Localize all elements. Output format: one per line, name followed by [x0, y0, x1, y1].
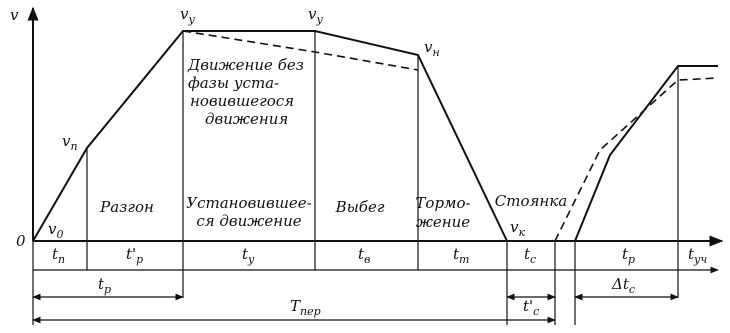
speed-label: vк [510, 218, 525, 239]
interval: tв [358, 245, 370, 266]
label-part: 0 [56, 228, 63, 241]
span: Δtс [611, 275, 635, 296]
label-part: уч [693, 253, 707, 266]
interval: tуч [688, 245, 707, 266]
span: Tпер [290, 297, 321, 318]
note: Движение без [187, 56, 304, 74]
label-part: t [242, 245, 249, 263]
label-part: t [98, 275, 105, 293]
label-part: v [62, 132, 71, 150]
label-part: v [308, 5, 317, 23]
phase: Разгон [99, 198, 154, 216]
note: движения [205, 110, 288, 128]
phase: Стоянка [495, 192, 567, 210]
label-part: v [510, 218, 519, 236]
label-part: с [530, 253, 536, 266]
label-part: у [247, 253, 255, 266]
speed-label: v0 [48, 220, 63, 241]
phase: Выбег [335, 198, 385, 216]
label-part: v [48, 220, 57, 238]
label-part: п [70, 140, 77, 153]
interval: tт [453, 245, 469, 266]
span: t'с [523, 297, 539, 318]
interval: tп [52, 245, 65, 266]
label-part: пер [300, 305, 321, 318]
interval: tс [524, 245, 536, 266]
label-part: t [358, 245, 365, 263]
label-part: t [453, 245, 460, 263]
label-part: с [629, 283, 635, 296]
phase: Тормо- [415, 194, 470, 212]
label-part: к [518, 226, 525, 239]
interval: t'р [126, 245, 143, 266]
y-label: v [10, 6, 19, 24]
speed-label: vн [424, 38, 440, 59]
label-part: t [52, 245, 59, 263]
drawing [27, 6, 724, 325]
phase: ся движение [196, 212, 301, 230]
label-part: v [180, 5, 189, 23]
origin: 0 [16, 232, 26, 250]
label-part: t' [523, 297, 533, 315]
label-part: п [58, 253, 65, 266]
span: tр [98, 275, 111, 296]
label-part: t' [126, 245, 136, 263]
label-part: в [364, 253, 370, 266]
label-part: v [424, 38, 433, 56]
label-part: T [290, 297, 301, 315]
intervals: tп t'р tу tв tт tс tр tуч tр Tпер t'с Δt… [52, 245, 707, 318]
label-part: t [688, 245, 695, 263]
label-part: р [136, 253, 143, 266]
note: фазы уста- [188, 74, 279, 92]
label-part: Δt [611, 275, 630, 293]
label-part: у [187, 13, 195, 26]
label-part: т [459, 253, 469, 266]
label-part: р [104, 283, 111, 296]
label-part: н [432, 46, 439, 59]
label-part: t [622, 245, 629, 263]
speed-label: vп [62, 132, 78, 153]
label-part: р [628, 253, 635, 266]
label-part: t [524, 245, 531, 263]
phase: жение [416, 213, 470, 231]
label-part: с [533, 305, 539, 318]
label-part: у [315, 13, 323, 26]
speed-label: vу [308, 5, 323, 26]
interval: tу [242, 245, 255, 266]
speed-label: vу [180, 5, 195, 26]
phase: Установившее- [186, 194, 311, 212]
note: новившегося [190, 92, 294, 110]
interval: tр [622, 245, 635, 266]
